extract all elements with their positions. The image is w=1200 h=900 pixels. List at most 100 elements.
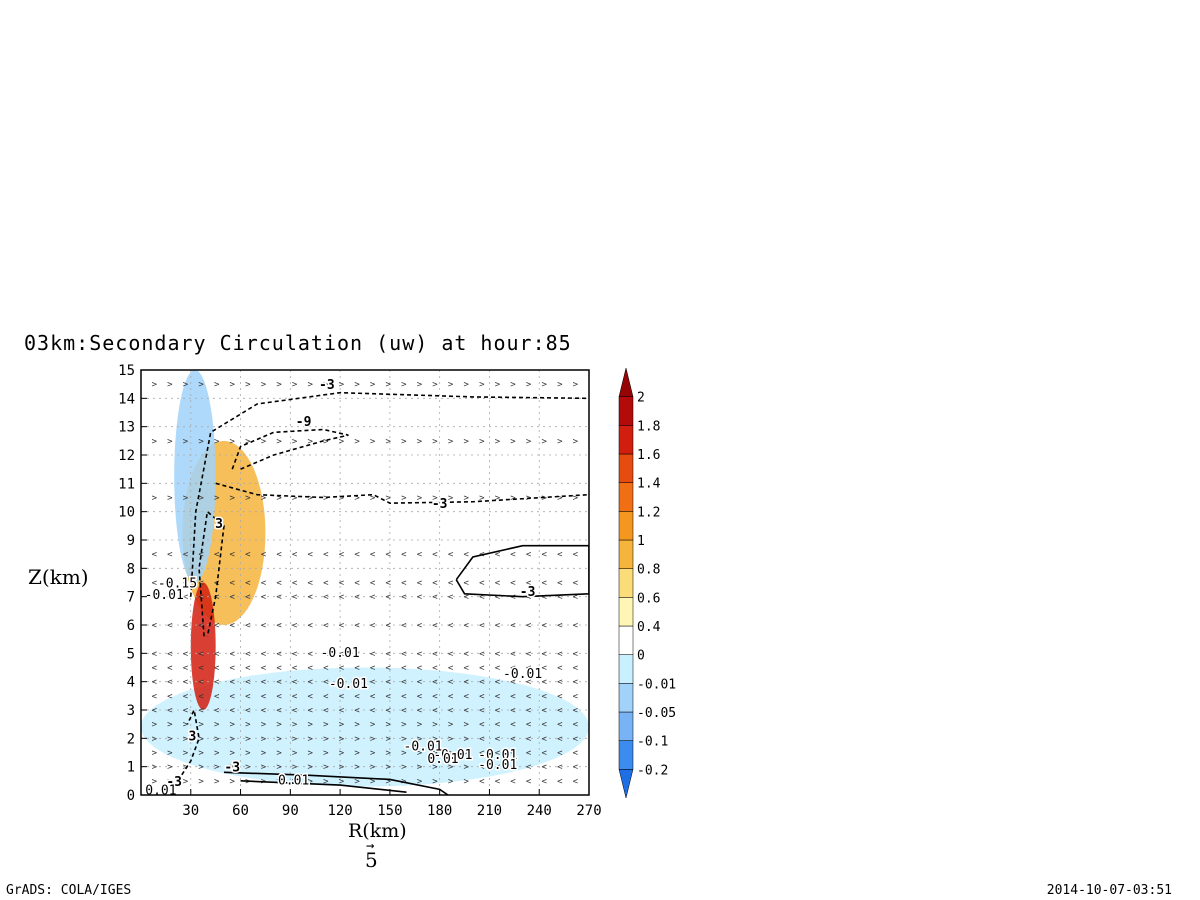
wind-vector: >	[448, 494, 454, 504]
wind-vector: >	[386, 720, 392, 730]
y-tick-label: 3	[127, 703, 135, 719]
wind-vector: >	[323, 734, 329, 744]
wind-vector: >	[557, 494, 563, 504]
wind-vector: <	[292, 664, 298, 674]
x-tick-label: 180	[427, 803, 452, 819]
wind-vector: >	[479, 437, 485, 447]
wind-vector: <	[557, 579, 563, 589]
wind-vector: <	[573, 678, 579, 688]
wind-vector: <	[308, 692, 314, 702]
wind-vector: >	[401, 437, 407, 447]
wind-vector: >	[183, 437, 189, 447]
wind-vector: >	[386, 494, 392, 504]
wind-vector: <	[152, 550, 158, 560]
wind-vector: <	[214, 706, 220, 716]
wind-vector: <	[464, 621, 470, 631]
wind-vector: <	[230, 664, 236, 674]
wind-vector: >	[292, 494, 298, 504]
wind-vector: <	[495, 579, 501, 589]
contour-label: 3	[215, 517, 223, 532]
wind-vector: <	[557, 649, 563, 659]
wind-vector: >	[245, 720, 251, 730]
wind-vector: <	[323, 664, 329, 674]
y-axis-label: Z(km)	[28, 565, 89, 589]
wind-vector: >	[323, 380, 329, 390]
wind-vector: >	[386, 380, 392, 390]
vector-reference-arrow: →	[366, 838, 375, 854]
wind-vector: <	[526, 777, 532, 787]
wind-vector: <	[432, 649, 438, 659]
wind-vector: >	[464, 437, 470, 447]
colorbar-cell	[618, 769, 634, 799]
wind-vector: >	[276, 437, 282, 447]
wind-vector: <	[261, 649, 267, 659]
wind-vector: <	[386, 579, 392, 589]
wind-vector: <	[432, 692, 438, 702]
wind-vector: <	[573, 763, 579, 773]
wind-vector: <	[370, 664, 376, 674]
wind-vector: >	[401, 763, 407, 773]
contour-label: -3	[166, 775, 182, 790]
wind-vector: <	[167, 692, 173, 702]
wind-vector: <	[510, 777, 516, 787]
wind-vector: <	[432, 678, 438, 688]
wind-vector: >	[230, 734, 236, 744]
wind-vector: >	[339, 437, 345, 447]
wind-vector: <	[323, 678, 329, 688]
wind-vector: <	[526, 593, 532, 603]
wind-vector: <	[323, 593, 329, 603]
wind-vector: <	[230, 649, 236, 659]
wind-vector: >	[230, 777, 236, 787]
wind-vector: <	[370, 593, 376, 603]
wind-vector: <	[167, 678, 173, 688]
wind-vector: <	[354, 621, 360, 631]
wind-vector: <	[510, 734, 516, 744]
wind-vector: >	[417, 763, 423, 773]
wind-vector: >	[214, 777, 220, 787]
wind-vector: <	[230, 678, 236, 688]
x-tick-label: 240	[527, 803, 552, 819]
wind-vector: <	[183, 706, 189, 716]
wind-vector: >	[214, 749, 220, 759]
wind-vector: >	[354, 763, 360, 773]
y-tick-label: 1	[127, 760, 135, 776]
wind-vector: <	[464, 706, 470, 716]
wind-vector: <	[276, 678, 282, 688]
wind-vector: <	[526, 734, 532, 744]
wind-vector: <	[152, 621, 158, 631]
wind-vector: <	[417, 593, 423, 603]
wind-vector: <	[183, 621, 189, 631]
wind-vector: <	[167, 664, 173, 674]
wind-vector: >	[167, 777, 173, 787]
wind-vector: >	[261, 763, 267, 773]
wind-vector: <	[510, 678, 516, 688]
wind-vector: >	[198, 734, 204, 744]
wind-vector: >	[308, 734, 314, 744]
wind-vector: >	[245, 749, 251, 759]
wind-vector: >	[245, 494, 251, 504]
wind-vector: <	[354, 593, 360, 603]
wind-vector: <	[495, 593, 501, 603]
wind-vector: >	[495, 494, 501, 504]
wind-vector: <	[167, 621, 173, 631]
wind-vector: <	[339, 692, 345, 702]
wind-vector: <	[323, 692, 329, 702]
wind-vector: <	[417, 664, 423, 674]
wind-vector: <	[510, 579, 516, 589]
wind-vector: >	[308, 437, 314, 447]
wind-vector: <	[510, 550, 516, 560]
wind-vector: <	[526, 550, 532, 560]
wind-vector: <	[292, 621, 298, 631]
wind-vector: <	[276, 550, 282, 560]
wind-vector: <	[495, 706, 501, 716]
wind-vector: <	[261, 621, 267, 631]
wind-vector: <	[386, 550, 392, 560]
wind-vector: <	[495, 777, 501, 787]
wind-vector: >	[354, 494, 360, 504]
y-tick-label: 13	[118, 420, 135, 436]
contour-label: 3	[189, 730, 197, 745]
wind-vector: <	[308, 678, 314, 688]
contour-line	[215, 482, 589, 504]
colorbar-cell	[618, 740, 634, 770]
wind-vector: >	[261, 720, 267, 730]
